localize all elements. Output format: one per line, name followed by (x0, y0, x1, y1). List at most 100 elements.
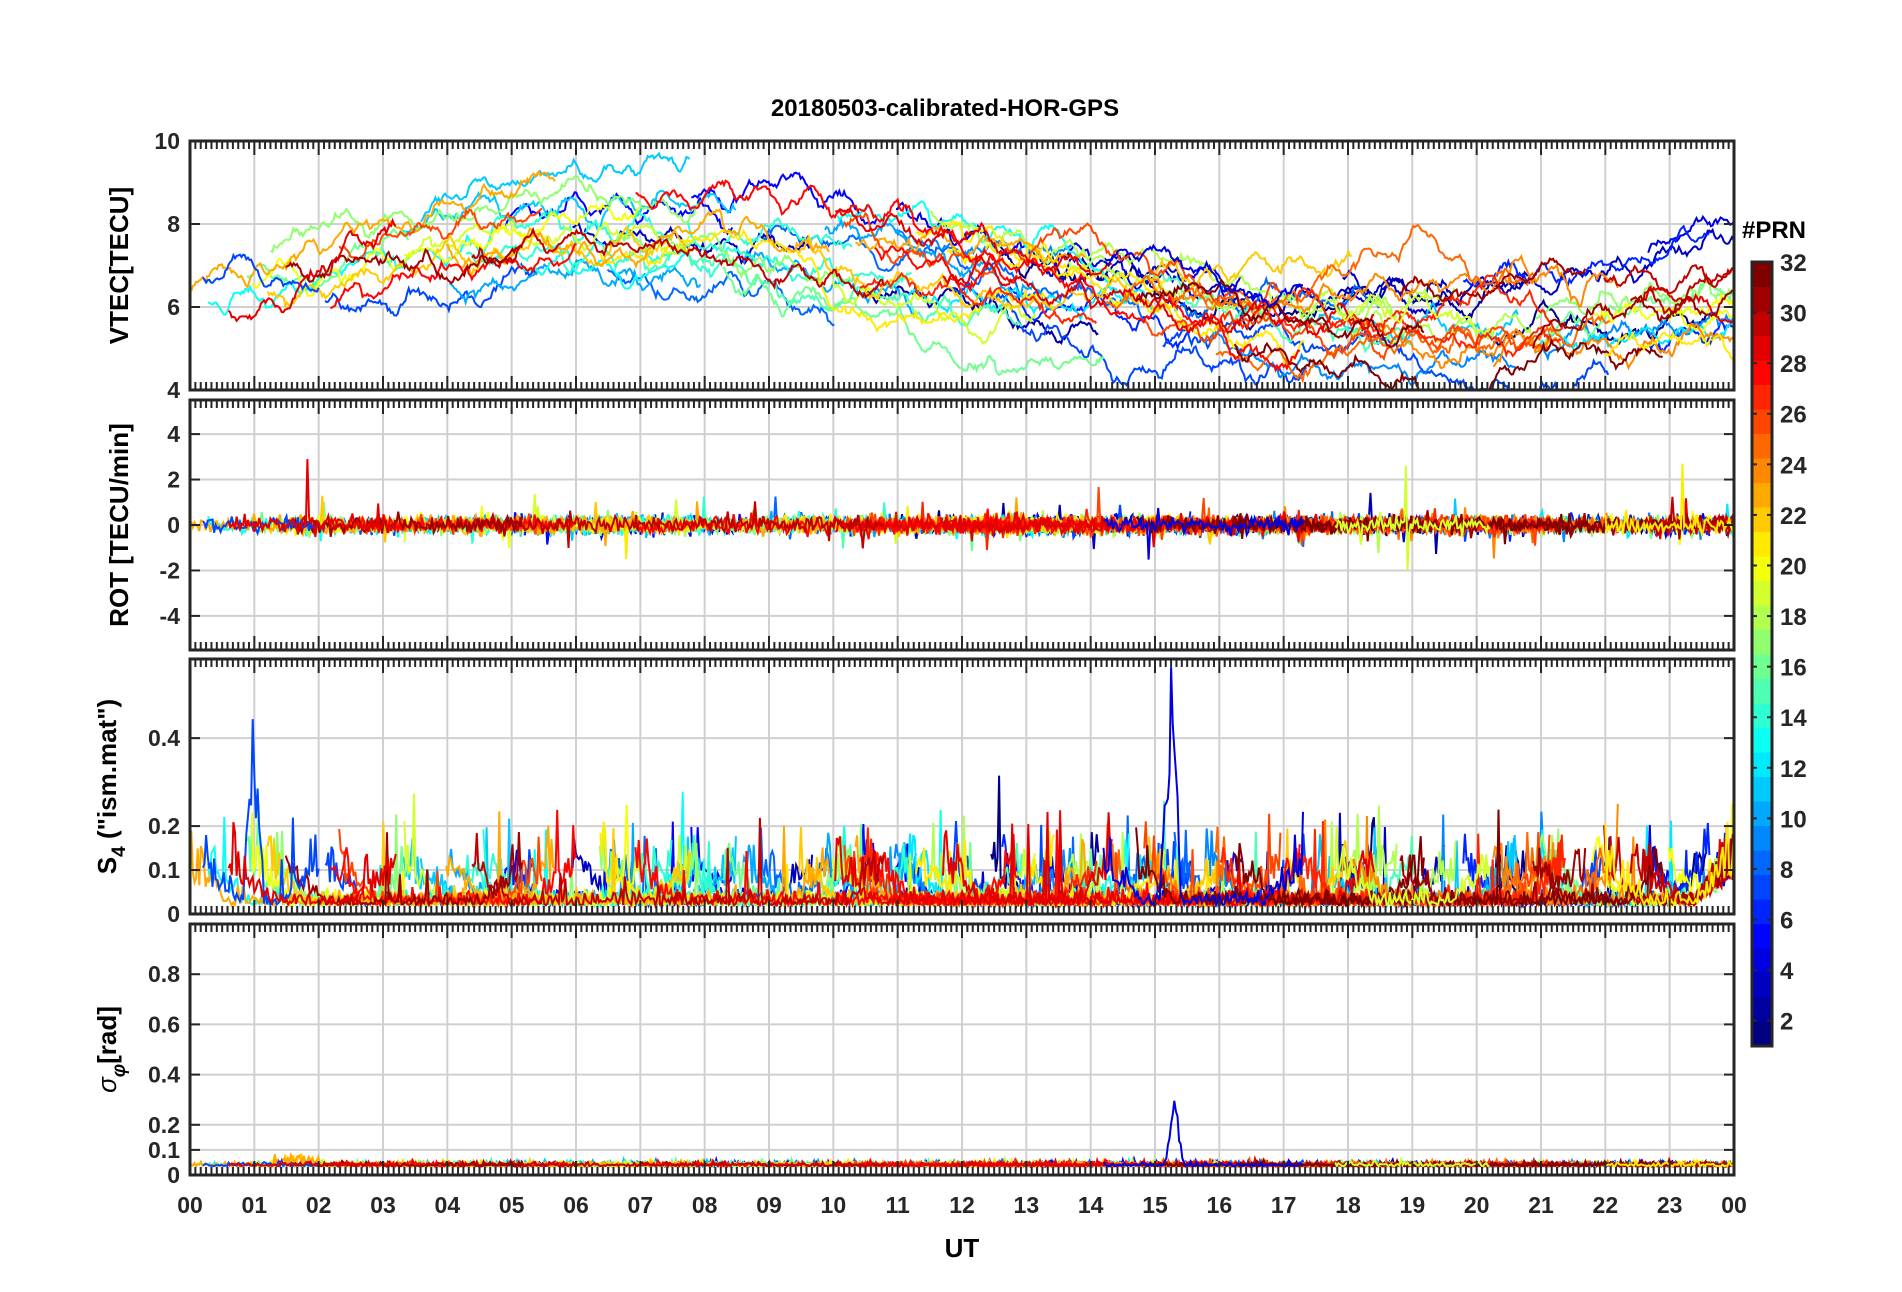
colorbar-tick-label: 12 (1780, 756, 1807, 783)
colorbar-tick-label: 20 (1780, 553, 1807, 580)
colorbar-segment (1752, 825, 1772, 851)
y-tick-label: 0.8 (148, 961, 180, 987)
trace-prn-11 (420, 151, 691, 223)
trace-prn-17 (270, 174, 700, 254)
x-tick-label: 16 (1207, 1192, 1233, 1218)
trace-prn-19 (1334, 826, 1491, 909)
colorbar-tick-label: 18 (1780, 604, 1807, 631)
trace-prn-30 (471, 1158, 885, 1169)
colorbar-segment (1752, 1021, 1772, 1047)
colorbar-segment (1752, 409, 1772, 434)
trace-prn-24 (1152, 253, 1619, 322)
colorbar-segment (1752, 801, 1772, 826)
minor-ticks (189, 141, 1735, 390)
trace-prn-29 (227, 217, 397, 323)
x-tick-label: 15 (1142, 1192, 1168, 1218)
y-axis-label: S4 ("ism.mat") (92, 699, 130, 874)
x-tick-label: 11 (886, 1192, 911, 1218)
trace-prn-28 (635, 179, 1018, 282)
trace-prn-32 (1233, 809, 1664, 909)
colorbar-tick-label: 4 (1780, 958, 1794, 985)
trace-prn-23 (855, 225, 1086, 264)
x-tick-label: 18 (1335, 1192, 1361, 1218)
colorbar-frame (1750, 260, 1774, 1048)
x-tick-label: 17 (1271, 1192, 1297, 1218)
trace-prn-31 (1532, 289, 1734, 349)
y-tick-label: 0.2 (148, 813, 180, 839)
y-label-main: σ (92, 1076, 122, 1093)
colorbar-segment (1752, 703, 1772, 728)
panel-vtec: 4 6 8 10 VTEC[TECU] (104, 128, 1736, 403)
colorbar-segment (1752, 458, 1772, 483)
x-tick-label: 06 (563, 1192, 589, 1218)
trace-prn-17 (599, 231, 852, 287)
trace-prn-23 (445, 208, 830, 270)
trace-prn-4 (1647, 214, 1734, 254)
x-tick-label: 00 (1721, 1192, 1747, 1218)
trace-prn-5 (691, 171, 878, 227)
trace-prn-27 (1295, 274, 1566, 333)
trace-prn-23 (190, 169, 556, 292)
y-tick-label: 0 (167, 512, 180, 538)
y-tick-label: 0.2 (148, 1112, 180, 1138)
y-tick-label: 0.4 (148, 725, 180, 751)
trace-prn-16 (722, 266, 1105, 376)
chart-title-group: 20180503-calibrated-HOR-GPS (771, 95, 1119, 122)
colorbar-segment (1752, 507, 1772, 532)
trace-prn-18 (1352, 309, 1562, 355)
colorbar-label: #PRN (1742, 217, 1806, 244)
y-label-main: S (92, 857, 122, 874)
trace-prn-26 (1143, 314, 1551, 362)
colorbar-segment (1752, 654, 1772, 679)
trace-prn-14 (482, 207, 673, 254)
trace-prn-29 (227, 459, 397, 538)
colorbar-segment (1752, 899, 1772, 924)
colorbar-segment (1752, 678, 1772, 704)
x-tick-label: 03 (370, 1192, 396, 1218)
y-axis-label: ROT [TECU/min] (104, 423, 134, 627)
panel-rot: -4 -2 0 2 4 ROT [TECU/min] (104, 398, 1736, 652)
y-axis-label: VTEC[TECU] (104, 187, 134, 344)
trace-prn-4 (1102, 1100, 1304, 1168)
trace-prn-31 (285, 244, 523, 285)
y-tick-label: 4 (167, 377, 180, 403)
x-tick-label: 14 (1078, 1192, 1104, 1218)
trace-prn-19 (1334, 465, 1491, 571)
trace-prn-25 (1105, 223, 1535, 313)
colorbar-segment (1752, 360, 1772, 385)
x-tick-label: 09 (756, 1192, 782, 1218)
x-tick-label: 22 (1593, 1192, 1619, 1218)
colorbar-segment (1752, 727, 1772, 753)
x-tick-label: 08 (692, 1192, 718, 1218)
trace-prn-28 (329, 243, 577, 310)
trace-prn-29 (942, 823, 1375, 909)
chart-title: 20180503-calibrated-HOR-GPS (771, 95, 1119, 122)
trace-prn-4 (1103, 507, 1304, 560)
y-tick-label: 0.4 (148, 1062, 180, 1088)
y-label-sub: φ (109, 1064, 130, 1077)
trace-prn-8 (760, 224, 1147, 322)
colorbar-segment (1752, 850, 1772, 875)
trace-prn-30 (471, 817, 885, 909)
trace-prn-22 (798, 233, 1220, 332)
trace-prn-9 (1204, 329, 1517, 386)
trace-prn-30 (471, 226, 885, 299)
colorbar-tick-label: 14 (1780, 705, 1807, 732)
y-tick-label: 0 (167, 901, 180, 927)
minor-ticks (189, 659, 1735, 914)
colorbar-tick-label: 26 (1780, 402, 1807, 429)
colorbar-segment (1752, 556, 1772, 581)
colorbar-segment (1752, 948, 1772, 973)
colorbar-tick-label: 30 (1780, 301, 1807, 328)
colorbar-segment (1752, 311, 1772, 336)
y-tick-label: 2 (167, 467, 180, 493)
y-tick-label: 0.1 (148, 1137, 180, 1163)
x-tick-label: 21 (1528, 1192, 1554, 1218)
x-tick-label: 23 (1657, 1192, 1683, 1218)
y-tick-label: 4 (167, 421, 180, 447)
trace-prn-16 (246, 227, 410, 289)
colorbar-tick-label: 32 (1780, 250, 1807, 277)
colorbar-segment (1752, 335, 1772, 361)
trace-prn-30 (471, 501, 885, 549)
